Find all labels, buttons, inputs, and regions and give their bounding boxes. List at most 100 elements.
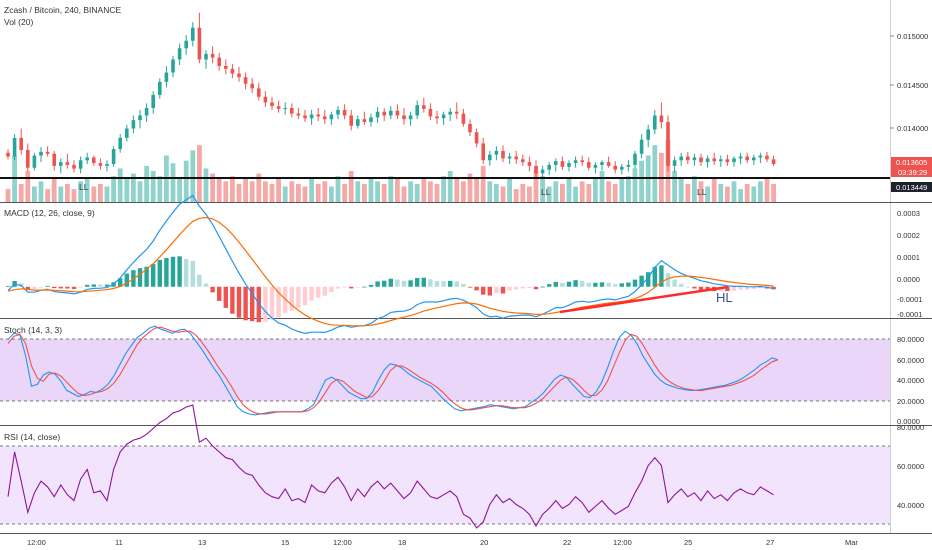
volume-bar [236,183,242,202]
macd-histogram-bar [58,286,63,289]
macd-axis[interactable]: 0.0003 0.0002 0.0001 0.0000 -0.0001 -0.0… [897,209,922,319]
volume-bar [619,178,625,202]
macd-histogram-bar [382,280,387,287]
candle-body [39,151,43,156]
volume-bar [461,181,466,202]
countdown-value: 03:39:29 [898,168,927,177]
candle-body [158,81,162,95]
macd-histogram-bar [586,282,591,287]
candle-body [600,162,604,165]
volume-bar [210,173,215,202]
candle-body [151,94,155,108]
rsi-legend[interactable]: RSI (14, close) [4,432,60,442]
candle-body [441,114,446,119]
macd-histogram-bar [659,265,664,287]
volume-bar [190,150,196,202]
candle-body [659,115,664,122]
time-axis[interactable]: 12:00 11 13 15 12:00 18 20 22 12:00 25 2… [27,538,858,547]
candle-body [263,96,268,103]
volume-bar [560,183,565,202]
rsi-line [7,404,774,529]
candle-body [329,114,334,120]
volume-bar [183,160,189,202]
price-axis[interactable]: 0.015000 0.014500 0.014000 0.013605 03:3… [890,32,932,192]
last-price-value: 0.013605 [896,158,927,167]
candle-body [534,165,538,174]
volume-bar [302,186,308,202]
volume-bar [507,178,512,202]
stoch-legend[interactable]: Stoch (14, 3, 3) [4,325,62,335]
volume-bar [744,183,750,202]
macd-histogram-bar [533,286,539,290]
candle-body [686,156,690,161]
macd-histogram-bar [540,286,545,288]
macd-histogram-bar [751,286,756,290]
macd-histogram-bar [276,286,281,318]
volume-bar [342,183,347,202]
macd-histogram-bar [415,277,420,287]
volume-bar [25,171,31,202]
level-price-value: 0.013449 [896,183,927,192]
macd-histogram-bar [738,286,743,290]
macd-histogram-bar [547,284,552,287]
candle-body [679,156,683,161]
symbol-legend[interactable]: Zcash / Bitcoin, 240, BINANCE [4,5,121,15]
countdown-tag [891,167,932,177]
volume-bar [626,176,631,202]
candle-body [435,116,439,119]
macd-trendline[interactable] [559,285,729,314]
volume-bar [395,178,400,202]
candle-body [217,57,221,66]
rsi-axis[interactable]: 80.0000 60.0000 40.0000 [897,423,924,510]
macd-histogram-bar [118,278,123,287]
stoch-lines [7,325,779,416]
volume-bar [692,176,697,202]
candle-body [395,110,400,116]
candle-body [197,27,202,60]
volume-bar [150,171,156,202]
volume-bar [315,183,321,202]
macd-signal-line [7,216,774,327]
macd-histogram-bar [599,282,605,287]
candle-body [237,73,241,78]
macd-histogram-bar [672,279,677,287]
volume-bar [230,176,235,202]
macd-histogram-bar [309,286,314,301]
macd-histogram-bar [639,275,644,287]
candle-body [666,122,670,166]
volume-legend[interactable]: Vol (20) [4,17,33,27]
volume-bar [480,165,486,202]
macd-histogram-bar [230,286,235,314]
macd-histogram-bar [223,286,228,308]
stoch-axis[interactable]: 80.0000 60.0000 40.0000 20.0000 0.0000 [897,335,924,426]
macd-legend[interactable]: MACD (12, 26, close, 9) [4,208,95,218]
price-tick-label: 0.014000 [897,124,928,133]
macd-histogram-bar [731,286,737,291]
macd-histogram-bar [652,266,657,287]
time-label: 15 [281,538,289,547]
time-label: 25 [684,538,692,547]
macd-histogram-bar [104,284,110,287]
volume-bar [408,181,413,202]
candle-body [567,163,571,167]
volume-bar [678,178,684,202]
volume-bar [586,183,592,202]
candle-body [626,164,631,167]
candlestick-series[interactable] [6,12,776,179]
macd-histogram-bar [619,283,624,287]
candle-body [177,48,182,60]
volume-bar [329,186,334,202]
volume-bar [355,181,361,202]
candle-body [65,162,70,165]
volume-bar [520,183,526,202]
stoch-tick-label: 20.0000 [897,397,924,406]
time-label: 11 [115,538,123,547]
candle-body [19,137,23,150]
macd-histogram-bar [197,274,202,287]
macd-histogram-bar [217,286,222,301]
time-label: 12:00 [333,538,352,547]
volume-bar [203,168,209,202]
macd-line [7,194,774,335]
volume-bar [487,181,493,202]
